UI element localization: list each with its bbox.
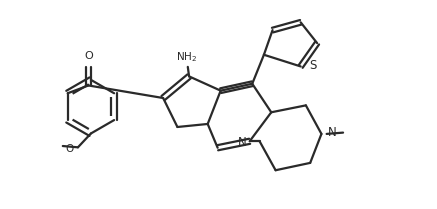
- Text: O: O: [66, 144, 74, 154]
- Text: N: N: [328, 126, 336, 139]
- Text: N: N: [237, 136, 246, 149]
- Text: NH$_2$: NH$_2$: [177, 51, 198, 64]
- Text: S: S: [309, 59, 317, 72]
- Text: O: O: [84, 51, 93, 61]
